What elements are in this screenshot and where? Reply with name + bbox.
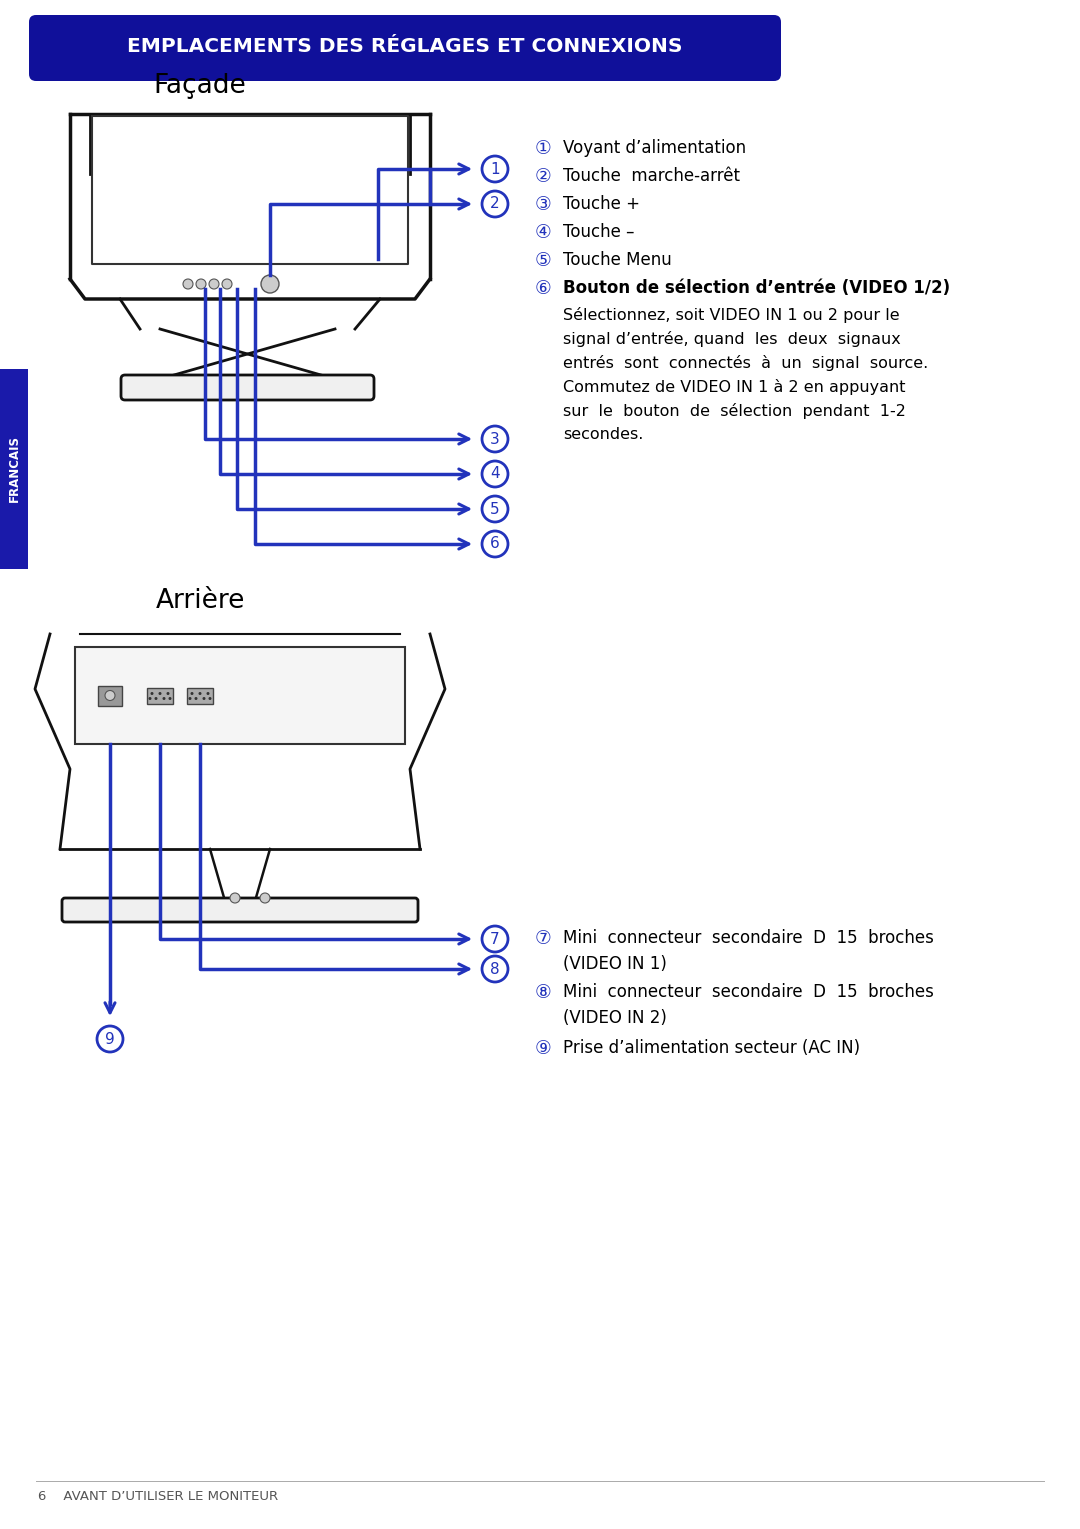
Circle shape xyxy=(222,278,232,289)
Bar xyxy=(187,688,213,703)
Text: (VIDEO IN 2): (VIDEO IN 2) xyxy=(563,1009,666,1027)
Text: entrés  sont  connectés  à  un  signal  source.: entrés sont connectés à un signal source… xyxy=(563,355,928,372)
Circle shape xyxy=(159,693,162,696)
Text: 3: 3 xyxy=(490,431,500,446)
Text: 5: 5 xyxy=(490,502,500,517)
Text: ③: ③ xyxy=(535,196,552,214)
Bar xyxy=(98,685,122,705)
Circle shape xyxy=(208,697,212,700)
Text: Touche Menu: Touche Menu xyxy=(563,251,672,269)
Text: 6: 6 xyxy=(490,537,500,552)
Text: Mini  connecteur  secondaire  D  15  broches: Mini connecteur secondaire D 15 broches xyxy=(563,983,934,1001)
Text: ⑤: ⑤ xyxy=(535,251,552,271)
Text: 7: 7 xyxy=(490,931,500,946)
Circle shape xyxy=(199,693,202,696)
FancyBboxPatch shape xyxy=(29,15,781,81)
Bar xyxy=(147,688,173,703)
Text: ⑨: ⑨ xyxy=(535,1040,552,1058)
Text: 6    AVANT D’UTILISER LE MONITEUR: 6 AVANT D’UTILISER LE MONITEUR xyxy=(38,1489,279,1503)
Text: Sélectionnez, soit VIDEO IN 1 ou 2 pour le: Sélectionnez, soit VIDEO IN 1 ou 2 pour … xyxy=(563,307,900,323)
Circle shape xyxy=(203,697,205,700)
FancyBboxPatch shape xyxy=(62,898,418,922)
Text: EMPLACEMENTS DES RÉGLAGES ET CONNEXIONS: EMPLACEMENTS DES RÉGLAGES ET CONNEXIONS xyxy=(127,38,683,57)
Text: Prise d’alimentation secteur (AC IN): Prise d’alimentation secteur (AC IN) xyxy=(563,1040,860,1057)
Text: signal d’entrée, quand  les  deux  signaux: signal d’entrée, quand les deux signaux xyxy=(563,330,901,347)
Text: (VIDEO IN 1): (VIDEO IN 1) xyxy=(563,956,666,972)
Circle shape xyxy=(195,278,206,289)
Circle shape xyxy=(260,893,270,904)
Text: 2: 2 xyxy=(490,197,500,211)
Circle shape xyxy=(190,693,193,696)
Circle shape xyxy=(189,697,191,700)
Text: Mini  connecteur  secondaire  D  15  broches: Mini connecteur secondaire D 15 broches xyxy=(563,930,934,946)
Circle shape xyxy=(162,697,165,700)
Text: 4: 4 xyxy=(490,466,500,482)
Text: secondes.: secondes. xyxy=(563,427,644,442)
Circle shape xyxy=(261,275,279,294)
Text: Touche  marche-arrêt: Touche marche-arrêt xyxy=(563,167,740,185)
Text: ②: ② xyxy=(535,167,552,187)
Bar xyxy=(75,647,405,745)
Circle shape xyxy=(206,693,210,696)
Bar xyxy=(0,368,28,569)
Circle shape xyxy=(230,893,240,904)
Text: Bouton de sélection d’entrée (VIDEO 1/2): Bouton de sélection d’entrée (VIDEO 1/2) xyxy=(563,278,950,297)
Text: Commutez de VIDEO IN 1 à 2 en appuyant: Commutez de VIDEO IN 1 à 2 en appuyant xyxy=(563,379,905,394)
Text: FRANCAIS: FRANCAIS xyxy=(8,436,21,503)
FancyBboxPatch shape xyxy=(121,375,374,401)
Circle shape xyxy=(154,697,158,700)
Text: ⑧: ⑧ xyxy=(535,983,552,1001)
Text: 9: 9 xyxy=(105,1032,114,1046)
Text: Voyant d’alimentation: Voyant d’alimentation xyxy=(563,139,746,157)
Circle shape xyxy=(194,697,198,700)
Text: 8: 8 xyxy=(490,962,500,977)
Text: ①: ① xyxy=(535,139,552,157)
Text: ⑦: ⑦ xyxy=(535,930,552,948)
Circle shape xyxy=(183,278,193,289)
Text: Façade: Façade xyxy=(153,73,246,99)
Text: 1: 1 xyxy=(490,162,500,176)
Circle shape xyxy=(105,691,114,700)
Circle shape xyxy=(150,693,153,696)
Text: Arrière: Arrière xyxy=(156,589,245,615)
Text: ④: ④ xyxy=(535,223,552,242)
Text: sur  le  bouton  de  sélection  pendant  1-2: sur le bouton de sélection pendant 1-2 xyxy=(563,404,906,419)
Circle shape xyxy=(168,697,172,700)
Text: Touche –: Touche – xyxy=(563,223,635,242)
Circle shape xyxy=(149,697,151,700)
Text: Touche +: Touche + xyxy=(563,196,640,213)
Circle shape xyxy=(210,278,219,289)
Text: ⑥: ⑥ xyxy=(535,278,552,298)
Circle shape xyxy=(166,693,170,696)
